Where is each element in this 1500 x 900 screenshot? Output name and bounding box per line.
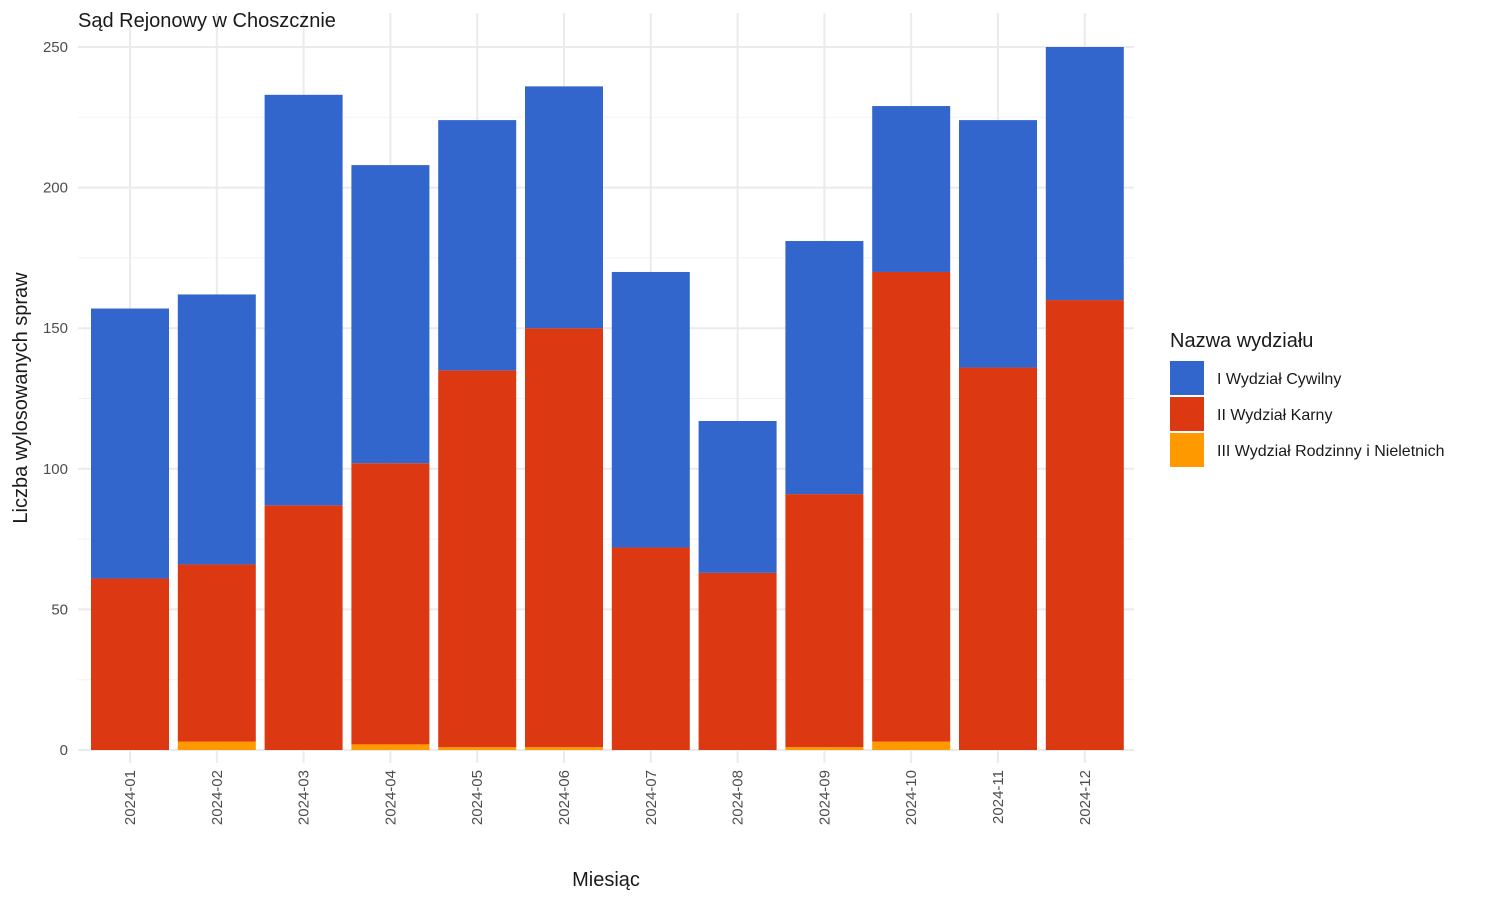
chart-title: Sąd Rejonowy w Choszcznie: [78, 10, 336, 32]
bar-segment: [872, 741, 951, 750]
bar-segment: [438, 120, 517, 371]
bar-segment: [959, 367, 1037, 750]
bar-segment: [785, 494, 864, 748]
bar-segment: [91, 308, 169, 579]
x-tick-label: 2024-12: [1077, 770, 1094, 825]
y-axis-ticks: 0 50 100 150 200 250: [43, 39, 68, 759]
bar-segment: [525, 328, 603, 748]
x-tick-label: 2024-09: [816, 770, 833, 825]
bar-segment: [698, 420, 777, 573]
bar-segment: [351, 744, 430, 750]
x-tick-label: 2024-10: [903, 770, 920, 825]
y-tick-label: 100: [43, 461, 68, 478]
x-axis-ticks: 2024-01 2024-02 2024-03 2024-04 2024-05 2024-…: [122, 770, 1094, 825]
legend-title: Nazwa wydziału: [1170, 330, 1313, 352]
x-tick-label: 2024-04: [382, 770, 399, 825]
bar-segment: [959, 120, 1037, 368]
bar-segment: [91, 578, 169, 750]
bar-segment: [438, 747, 517, 750]
bar-segment: [177, 294, 256, 565]
y-tick-label: 150: [43, 320, 68, 337]
x-tick-label: 2024-11: [990, 770, 1007, 824]
bar-segment: [264, 94, 343, 506]
legend-label: I Wydział Cywilny: [1217, 371, 1341, 388]
bar-segment: [785, 747, 864, 750]
x-tick-label: 2024-03: [296, 770, 313, 825]
bar-segment: [351, 463, 430, 745]
y-tick-label: 0: [60, 742, 68, 759]
bar-segment: [785, 241, 864, 495]
legend-label: III Wydział Rodzinny i Nieletnich: [1217, 443, 1445, 460]
y-tick-label: 200: [43, 180, 68, 197]
legend: Nazwa wydziału I Wydział Cywilny II Wydzi…: [1170, 330, 1445, 467]
y-tick-label: 250: [43, 39, 68, 56]
bar-segment: [525, 747, 603, 750]
x-tick-label: 2024-08: [730, 770, 747, 825]
bar-segment: [1045, 47, 1124, 301]
bar-segment: [611, 547, 690, 750]
bar-segment: [177, 741, 256, 750]
legend-key: [1170, 361, 1204, 395]
bar-segment: [525, 86, 603, 329]
bar-segment: [872, 106, 951, 272]
legend-key: [1170, 433, 1204, 467]
bar-segment: [1045, 300, 1124, 750]
x-tick-label: 2024-05: [469, 770, 486, 825]
x-tick-label: 2024-07: [643, 770, 660, 825]
legend-label: II Wydział Karny: [1217, 407, 1332, 424]
bars: [91, 47, 1124, 750]
y-tick-label: 50: [51, 601, 68, 618]
x-tick-label: 2024-02: [209, 770, 226, 825]
y-axis-title: Liczba wylosowanych spraw: [10, 272, 32, 524]
bar-segment: [611, 271, 690, 548]
bar-segment: [438, 370, 517, 748]
bar-segment: [177, 564, 256, 742]
bar-segment: [351, 165, 430, 464]
x-tick-label: 2024-06: [556, 770, 573, 825]
bar-segment: [698, 572, 777, 750]
x-tick-label: 2024-01: [122, 770, 139, 825]
bar-segment: [872, 271, 951, 742]
x-axis-title: Miesiąc: [572, 869, 640, 891]
bar-segment: [264, 505, 343, 750]
legend-key: [1170, 397, 1204, 431]
